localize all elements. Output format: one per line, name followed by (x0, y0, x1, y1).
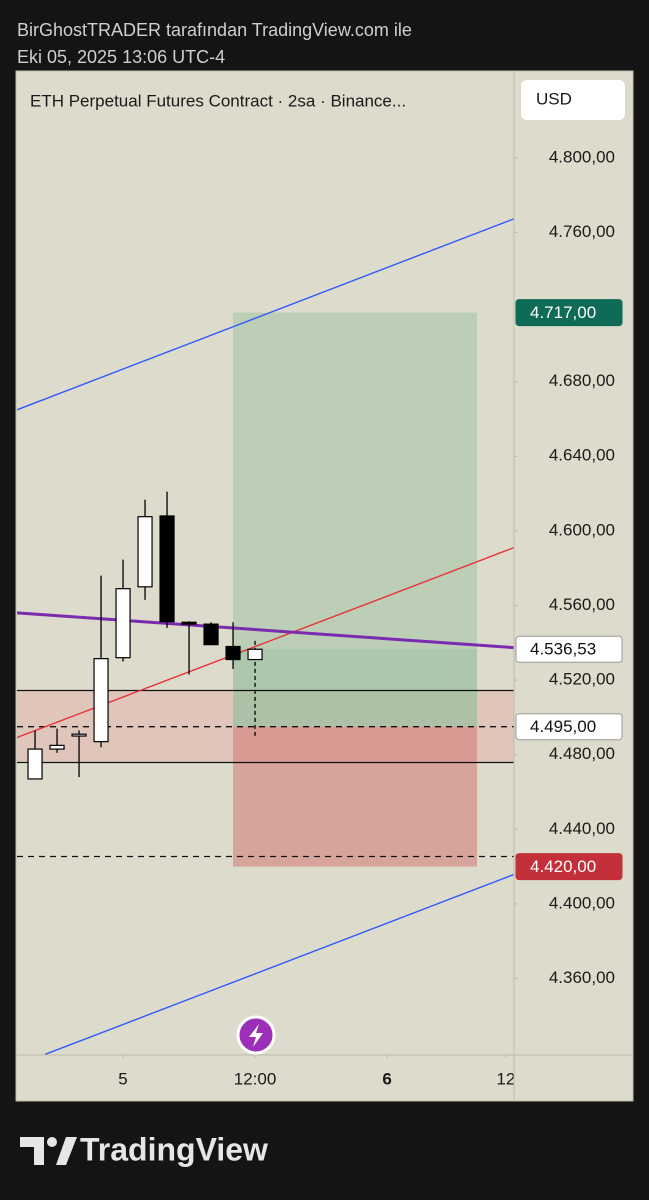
x-tick-label: 12:00 (234, 1069, 277, 1088)
candle-body (115, 588, 131, 659)
candle-body (225, 645, 241, 661)
trend-line (44, 873, 514, 1055)
candle-body (203, 623, 219, 646)
x-tick-label: 12 (496, 1069, 515, 1088)
brand-name: TradingView (80, 1131, 268, 1167)
candle-body (93, 658, 109, 743)
trend-line (17, 218, 514, 411)
lightning-icon (236, 1015, 276, 1055)
y-tick-label: 4.800,00 (549, 147, 615, 166)
currency-label: USD (536, 89, 572, 108)
y-tick-label: 4.640,00 (549, 446, 615, 465)
candle-body (247, 648, 263, 661)
price-label-box (515, 635, 623, 663)
y-tick-label: 4.400,00 (549, 893, 615, 912)
price-label-box (515, 853, 623, 881)
x-tick-label: 5 (118, 1069, 127, 1088)
plot-area (17, 218, 514, 1055)
plot-layer (17, 218, 514, 1055)
price-label-box (515, 299, 623, 327)
price-label: 4.420,00 (530, 857, 596, 876)
header-author: BirGhostTRADER tarafından TradingView.co… (17, 20, 412, 40)
position-loss (233, 726, 478, 867)
currency-button[interactable] (521, 80, 625, 120)
chart-frame (15, 70, 634, 1102)
chart-title: ETH Perpetual Futures Contract · 2sa · B… (30, 91, 406, 110)
position-profit (233, 312, 478, 727)
candle-body (181, 621, 197, 625)
price-label-box (515, 713, 623, 741)
candle-body (137, 516, 153, 588)
price-label: 4.495,00 (530, 717, 596, 736)
trend-line (17, 611, 514, 650)
x-tick-label: 6 (382, 1069, 391, 1088)
y-tick-label: 4.600,00 (549, 520, 615, 539)
y-tick-label: 4.440,00 (549, 819, 615, 838)
y-tick-label: 4.680,00 (549, 371, 615, 390)
brand-logo (20, 1137, 77, 1165)
position-open-pnl (233, 649, 478, 727)
y-tick-label: 4.520,00 (549, 670, 615, 689)
candle-body (159, 515, 175, 623)
y-tick-label: 4.480,00 (549, 744, 615, 763)
candle-body (49, 744, 65, 750)
candle-body (71, 733, 87, 737)
candle-body (27, 748, 43, 780)
y-tick-label: 4.560,00 (549, 595, 615, 614)
header-date: Eki 05, 2025 13:06 UTC-4 (17, 47, 225, 67)
y-tick-label: 4.760,00 (549, 222, 615, 241)
y-tick-label: 4.360,00 (549, 968, 615, 987)
price-label: 4.536,53 (530, 640, 596, 659)
price-label: 4.717,00 (530, 303, 596, 322)
